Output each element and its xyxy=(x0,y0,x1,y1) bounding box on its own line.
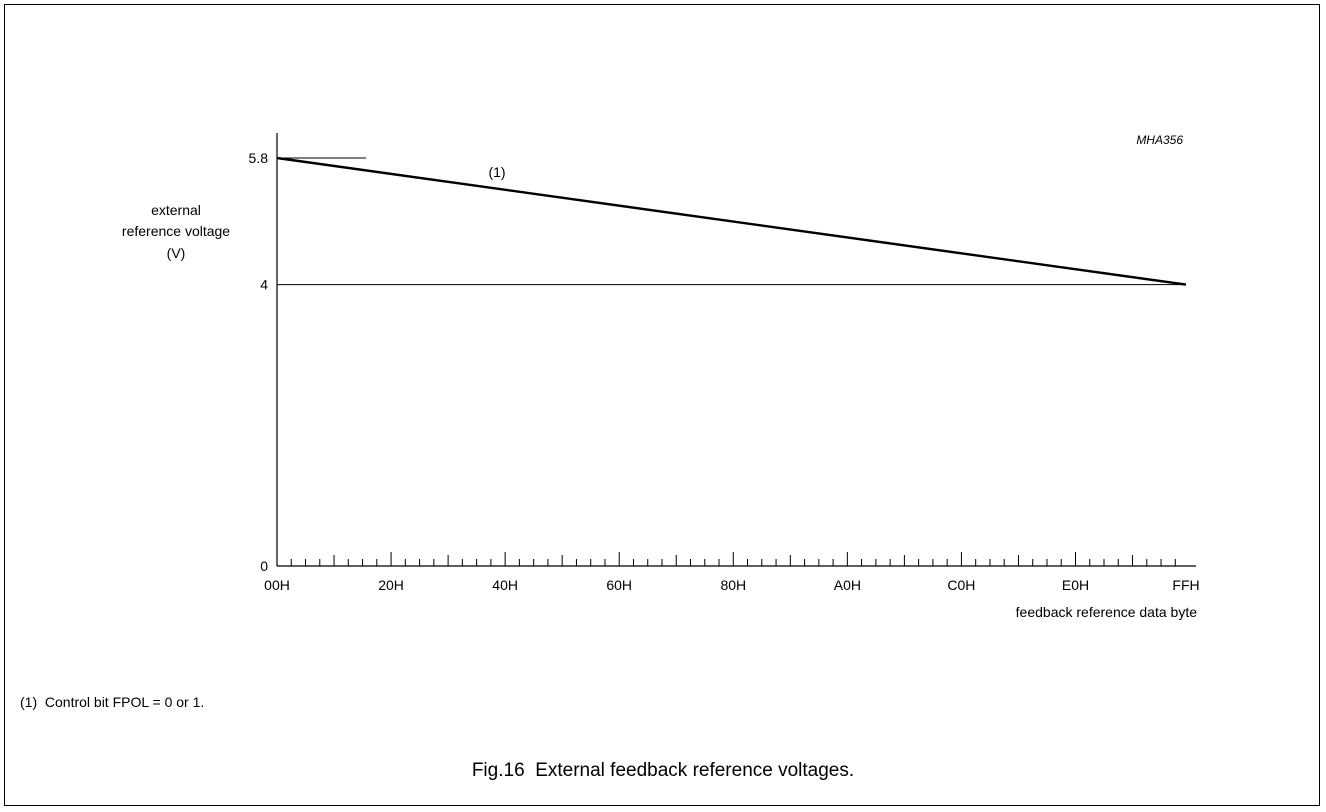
series-label: (1) xyxy=(488,164,505,180)
footnote: (1) Control bit FPOL = 0 or 1. xyxy=(20,694,205,710)
y-tick-label: 4 xyxy=(260,277,268,293)
x-tick-label: 40H xyxy=(492,577,518,593)
x-tick-label: E0H xyxy=(1062,577,1089,593)
figure-caption: Fig.16 External feedback reference volta… xyxy=(471,760,855,781)
y-tick-label: 0 xyxy=(260,558,268,574)
figure-frame xyxy=(4,4,1320,806)
figure-code: MHA356 xyxy=(1136,133,1183,147)
y-tick-label: 5.8 xyxy=(249,150,269,166)
y-axis-label-line-2: reference voltage xyxy=(122,223,230,239)
x-tick-label: 80H xyxy=(720,577,746,593)
x-tick-label: FFH xyxy=(1172,577,1199,593)
y-axis-label-line-3: (V) xyxy=(167,245,186,261)
series-line xyxy=(276,156,1187,286)
y-axis-label-line-1: external xyxy=(151,202,201,218)
x-tick-label: 60H xyxy=(606,577,632,593)
x-tick-label: A0H xyxy=(834,577,861,593)
x-axis-label: feedback reference data byte xyxy=(1016,604,1198,620)
x-tick-label: 00H xyxy=(264,577,290,593)
x-tick-label: 20H xyxy=(378,577,404,593)
x-tick-label: C0H xyxy=(947,577,975,593)
plot-area: 0 4 5.8 00H 20H 40H 60H 80H A0H C0H E0H FFH (1) xyxy=(249,133,1200,593)
